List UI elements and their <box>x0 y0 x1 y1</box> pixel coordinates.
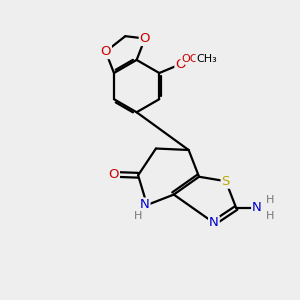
Text: H: H <box>266 195 274 205</box>
Text: O: O <box>109 168 119 181</box>
Text: N: N <box>252 202 262 214</box>
Text: CH₃: CH₃ <box>196 54 217 64</box>
Text: H: H <box>266 211 274 221</box>
Text: N: N <box>140 199 149 212</box>
Text: O: O <box>176 58 186 70</box>
Text: O: O <box>100 45 111 58</box>
Text: N: N <box>209 216 219 229</box>
Text: O: O <box>140 32 150 45</box>
Text: H: H <box>134 211 142 221</box>
Text: S: S <box>222 175 230 188</box>
Text: OCH₃: OCH₃ <box>182 54 211 64</box>
